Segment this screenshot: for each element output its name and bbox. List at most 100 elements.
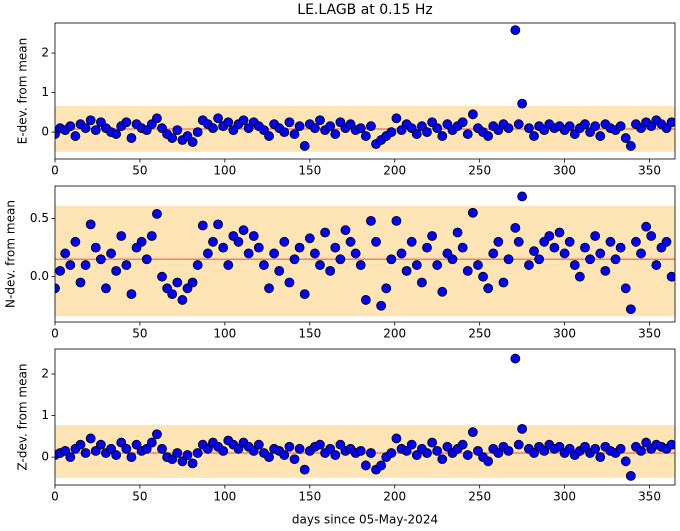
point — [325, 265, 336, 276]
x-tick-label: 350 — [638, 164, 661, 178]
point — [432, 445, 443, 456]
point — [432, 123, 443, 134]
x-tick-label: 300 — [553, 327, 576, 341]
point — [75, 277, 86, 288]
x-tick-label: 0 — [51, 164, 59, 178]
point — [284, 441, 295, 452]
point — [192, 127, 203, 138]
point — [320, 227, 330, 238]
point — [467, 427, 478, 438]
point — [284, 277, 295, 288]
point — [55, 283, 60, 294]
point — [544, 231, 555, 241]
x-tick-label: 0 — [51, 327, 59, 341]
point — [187, 137, 198, 147]
axes-frame — [54, 22, 676, 160]
point — [167, 133, 178, 143]
point — [152, 429, 162, 440]
point — [517, 191, 528, 202]
point — [259, 260, 269, 270]
point — [590, 231, 601, 241]
point — [106, 248, 116, 259]
point — [636, 445, 646, 456]
point — [238, 225, 249, 236]
point — [85, 433, 96, 444]
x-tick-label: 100 — [213, 327, 236, 341]
point — [299, 141, 310, 151]
x-tick-label: 200 — [383, 164, 406, 178]
point — [152, 113, 162, 124]
point — [152, 208, 162, 219]
point — [517, 98, 528, 109]
x-tick-label: 50 — [132, 327, 147, 341]
y-axis-label: E-dev. from mean — [16, 38, 30, 144]
point — [289, 454, 300, 465]
point — [386, 448, 397, 458]
point — [60, 248, 71, 259]
point — [524, 260, 534, 270]
point — [483, 131, 494, 141]
point — [510, 353, 521, 364]
point — [355, 123, 366, 134]
point — [411, 260, 422, 270]
point — [80, 260, 91, 270]
plot-area — [55, 353, 675, 481]
point — [289, 129, 300, 139]
point — [85, 219, 96, 230]
y-tick-label: 2 — [41, 366, 49, 380]
y-axis-label: N-dev. from mean — [4, 200, 18, 308]
point — [80, 448, 91, 458]
point — [146, 437, 157, 448]
point — [401, 265, 412, 276]
point — [366, 121, 376, 132]
point — [366, 448, 376, 458]
point — [666, 271, 675, 282]
point — [585, 254, 595, 265]
point — [580, 242, 590, 253]
point — [80, 123, 91, 134]
point — [620, 133, 631, 143]
point — [90, 125, 101, 136]
point — [513, 439, 524, 450]
point — [595, 131, 606, 141]
x-tick-label: 250 — [468, 164, 491, 178]
point — [111, 450, 122, 460]
point — [432, 260, 443, 270]
point — [381, 283, 392, 294]
point — [411, 129, 422, 139]
x-axis-label: days since 05-May-2024 — [292, 513, 438, 527]
point — [136, 236, 147, 247]
point — [366, 215, 376, 226]
point — [157, 443, 167, 454]
point — [355, 260, 366, 270]
point — [55, 265, 65, 276]
y-tick-label: 0.0 — [30, 269, 49, 283]
point — [95, 439, 106, 450]
point — [580, 119, 590, 130]
point — [646, 231, 657, 241]
point — [483, 283, 494, 294]
point — [121, 260, 132, 270]
point — [406, 439, 417, 450]
point — [615, 121, 626, 132]
point — [564, 121, 575, 132]
point — [391, 215, 402, 226]
y-tick-label: 1 — [41, 85, 49, 99]
point — [90, 242, 101, 253]
point — [294, 242, 305, 253]
point — [264, 131, 274, 141]
point — [462, 450, 473, 460]
point — [218, 242, 229, 253]
point — [503, 254, 514, 265]
plot-area — [55, 25, 675, 152]
x-tick-label: 200 — [383, 490, 406, 504]
point — [233, 236, 244, 247]
point — [386, 254, 397, 265]
point — [462, 265, 473, 276]
point — [65, 452, 76, 463]
point — [157, 271, 167, 282]
point — [243, 248, 254, 259]
y-axis-label: Z-dev. from mean — [16, 364, 30, 471]
point — [549, 242, 560, 253]
point — [192, 448, 203, 458]
